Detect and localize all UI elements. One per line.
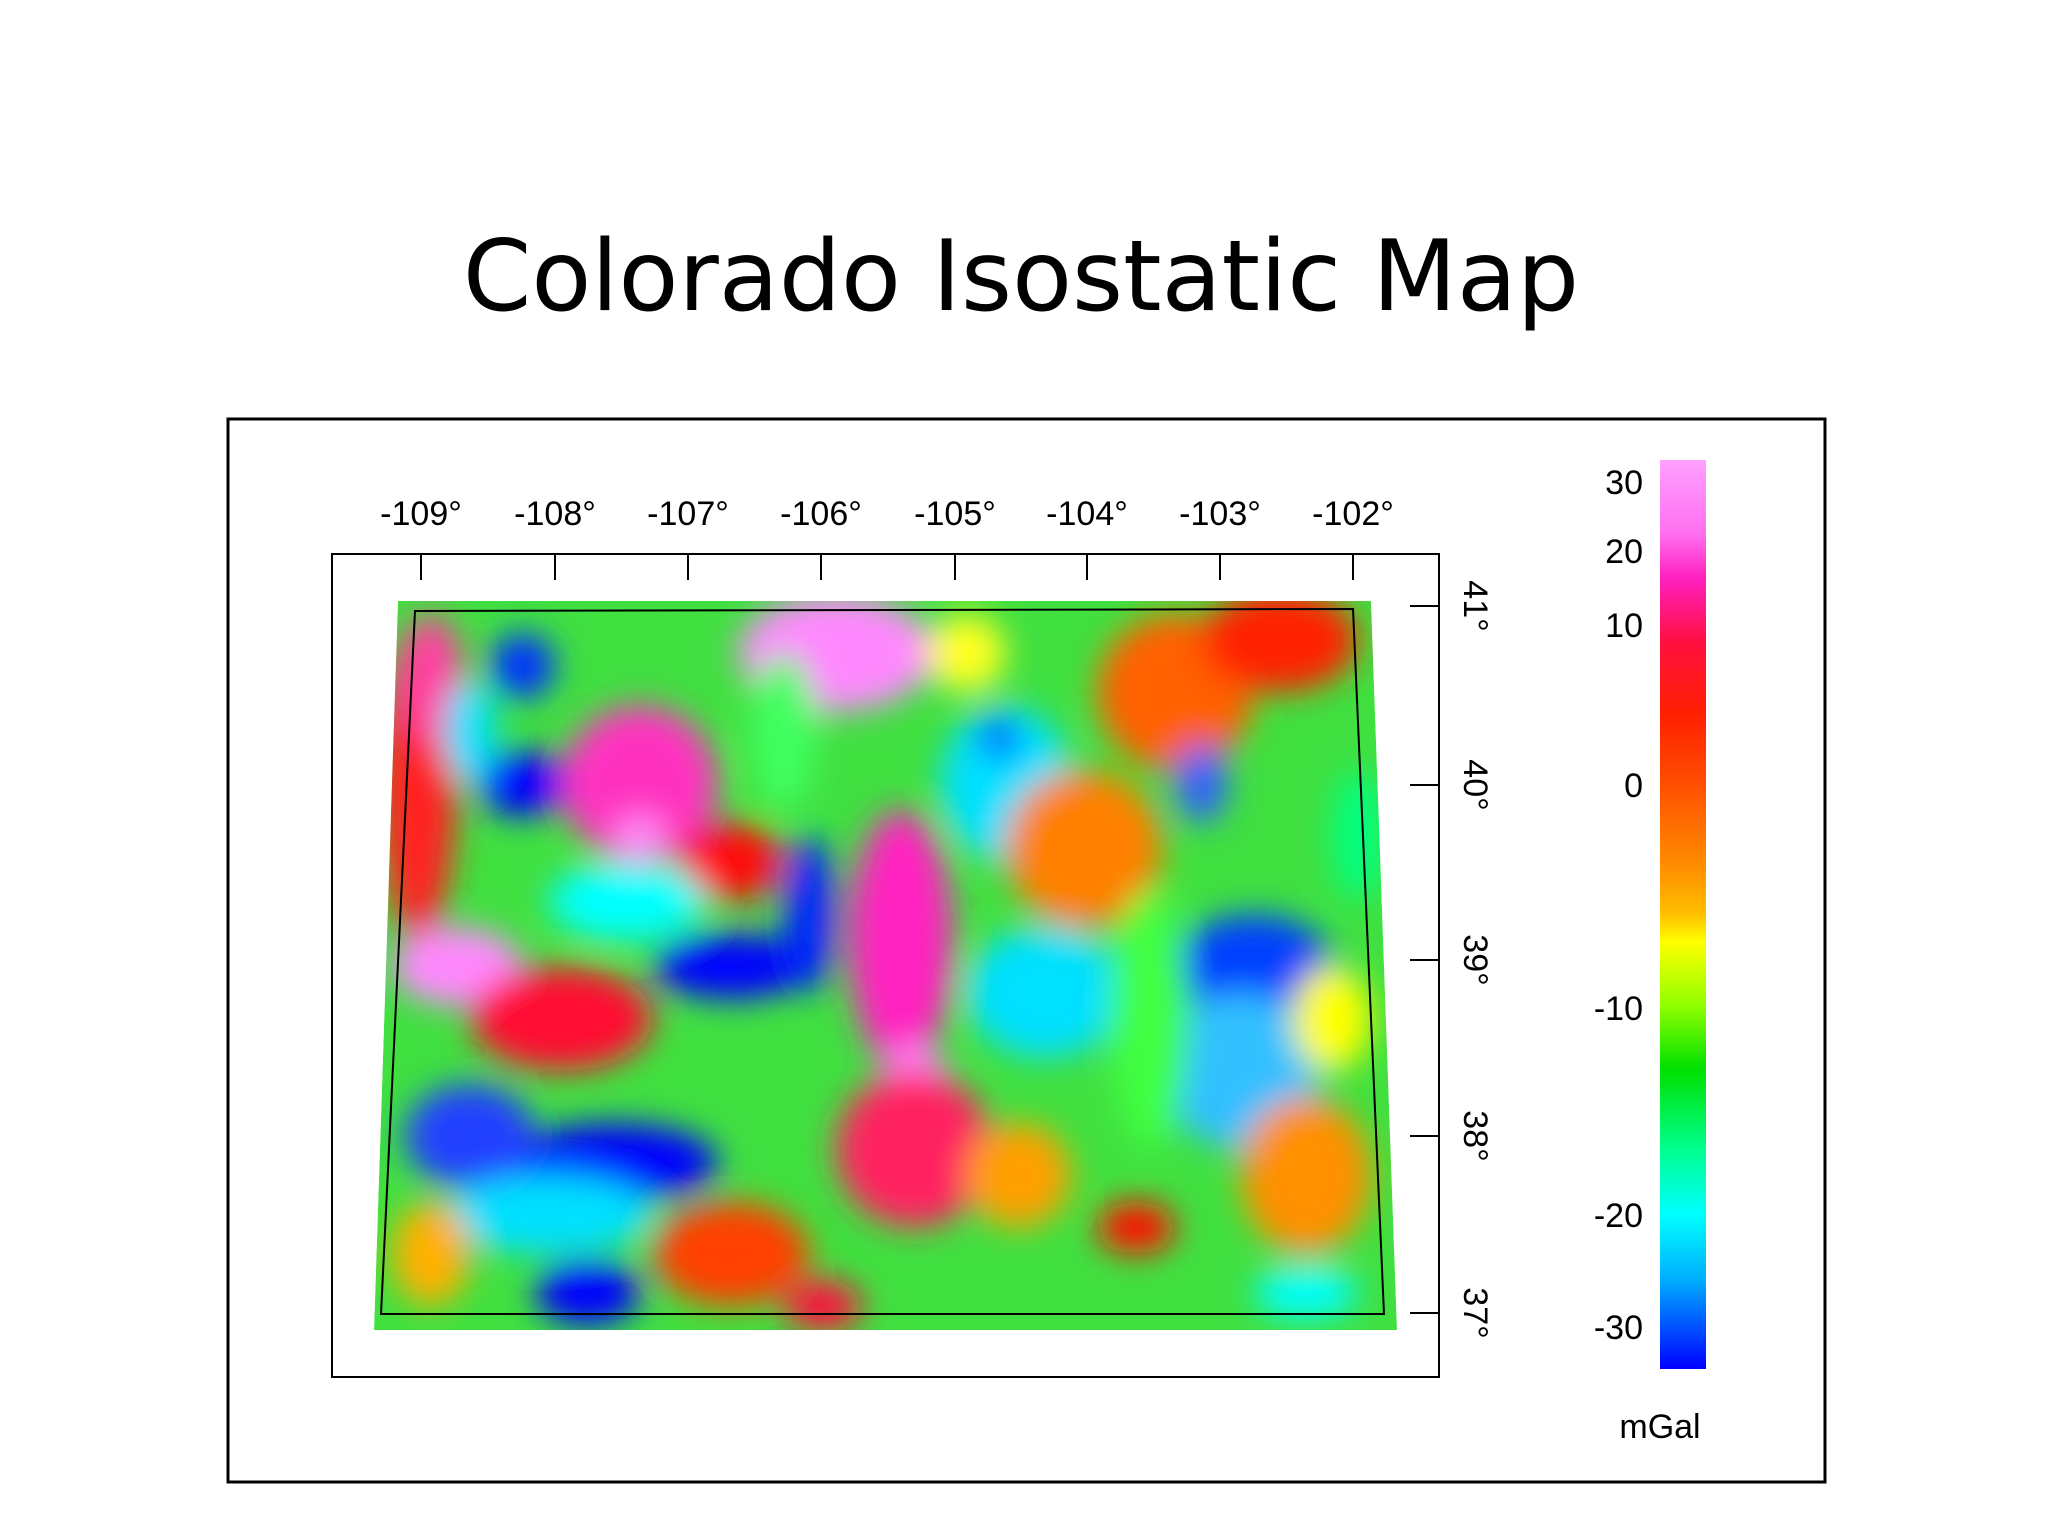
colorbar-label: 0 [1624,767,1643,805]
anomaly [548,861,706,941]
anomaly [476,750,569,817]
figure-frame [226,417,1827,1484]
latitude-label: 37° [1456,1287,1494,1338]
map-frame [331,553,1440,1378]
anomaly-blobs [378,601,1385,1330]
anomaly [613,816,667,856]
anomaly [653,1201,810,1306]
longitude-label: -102° [1312,495,1394,533]
anomaly [444,1175,653,1254]
anomaly [750,653,817,810]
anomaly [1201,601,1359,693]
longitude-label: -108° [514,495,596,533]
anomaly [535,1260,640,1326]
anomaly [444,679,497,784]
anomaly [979,718,1019,758]
state-boundary [379,607,1386,1315]
anomaly [1175,744,1228,823]
anomaly [1097,1201,1176,1254]
gravity-field [374,601,1397,1330]
anomaly [561,705,719,862]
colorbar-label: -10 [1594,990,1643,1028]
anomaly [783,835,836,993]
colorbar-label: 10 [1605,607,1643,645]
anomaly [848,809,954,1071]
longitude-label: -105° [914,495,996,533]
longitude-label: -103° [1179,495,1261,533]
latitude-label: 39° [1456,934,1494,985]
anomaly [835,1070,993,1228]
longitude-label: -106° [780,495,862,533]
anomaly [489,633,556,699]
colorbar-unit: mGal [1619,1408,1700,1446]
anomaly [391,927,523,1006]
anomaly [783,1279,862,1330]
anomaly [1175,914,1333,1019]
longitude-label: -109° [380,495,462,533]
longitude-label: -107° [647,495,729,533]
anomaly [679,822,784,902]
anomaly [391,1201,471,1306]
anomaly [1005,770,1163,928]
colorbar-label: -30 [1594,1309,1643,1347]
longitude-label: -104° [1046,495,1128,533]
axes: -109° -108° -107° -106° -105° -104° -103° -102°… [380,464,1700,1446]
colorbar-label: -20 [1594,1197,1643,1235]
anomaly [1253,1266,1359,1320]
colorbar [1660,460,1706,1369]
anomaly [1292,966,1372,1071]
anomaly [966,1123,1071,1228]
anomaly [653,933,810,1000]
anomaly [927,613,1006,693]
latitude-label: 38° [1456,1110,1494,1161]
anomaly [404,1083,536,1189]
anomaly [1332,770,1385,902]
anomaly [1110,888,1189,1150]
latitude-label: 40° [1456,759,1494,810]
colorbar-label: 30 [1605,464,1643,502]
latitude-label: 41° [1456,580,1494,631]
anomaly [470,966,653,1071]
colorbar-label: 20 [1605,533,1643,571]
slide-title: Colorado Isostatic Map [463,220,1579,334]
anomaly [966,927,1124,1058]
anomaly [1240,1097,1372,1254]
